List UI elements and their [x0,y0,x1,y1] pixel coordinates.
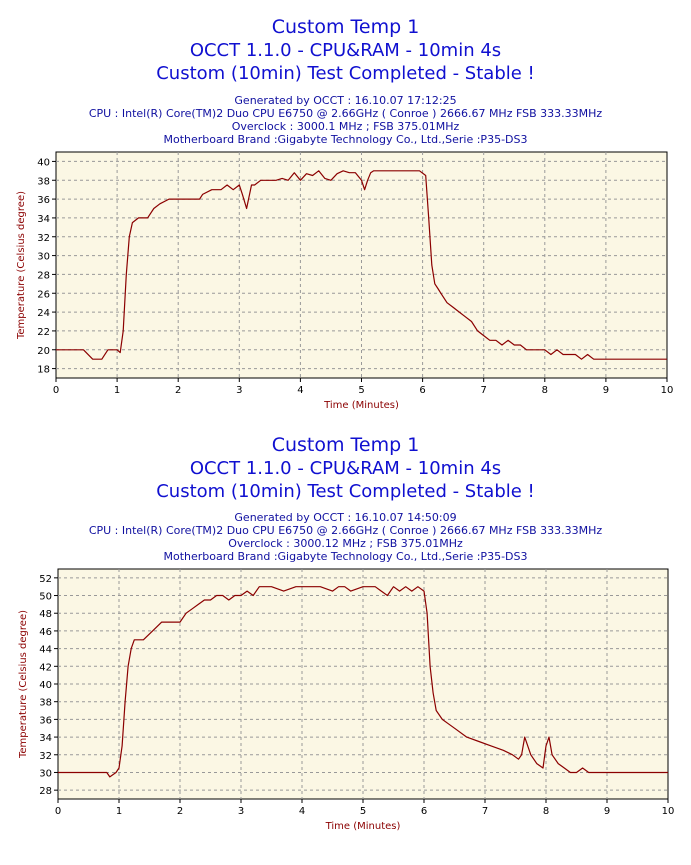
x-tick-label: 5 [358,385,364,396]
x-tick-label: 6 [421,806,427,817]
info-generated: Generated by OCCT : 16.10.07 14:50:09 [234,511,457,524]
temperature-chart-1: 0 1 2 3 4 5 6 7 8 9 10182022242628303234363840Time… [16,151,674,411]
y-tick-label: 18 [37,365,50,376]
x-axis-label: Time (Minutes) [323,400,399,411]
chart-status: Custom (10min) Test Completed - Stable ! [156,63,535,84]
info-cpu: CPU : Intel(R) Core(TM)2 Duo CPU E6750 @… [88,524,603,537]
y-tick-label: 40 [39,680,52,691]
y-tick-label: 30 [37,252,50,263]
y-tick-label: 36 [39,715,52,726]
temperature-chart-2: 0 1 2 3 4 5 6 7 8 9 1028303234363840424446485052Ti… [18,568,675,832]
x-tick-label: 5 [360,806,366,817]
y-tick-label: 34 [37,214,50,225]
y-tick-label: 24 [37,308,50,319]
info-overclock: Overclock : 3000.12 MHz ; FSB 375.01MHz [228,537,463,550]
temperature-series-line [58,586,668,778]
y-tick-label: 40 [37,157,50,168]
x-tick-label: 8 [542,385,548,396]
y-tick-label: 36 [37,195,50,206]
x-tick-label: 0 [53,385,59,396]
y-tick-label: 22 [37,327,50,338]
info-generated: Generated by OCCT : 16.10.07 17:12:25 [234,94,457,107]
info-cpu: CPU : Intel(R) Core(TM)2 Duo CPU E6750 @… [88,107,603,120]
info-motherboard: Motherboard Brand :Gigabyte Technology C… [163,550,528,563]
x-tick-label: 3 [236,385,242,396]
y-tick-label: 38 [39,698,52,709]
y-tick-label: 46 [39,627,52,638]
x-tick-label: 3 [238,806,244,817]
y-tick-label: 48 [39,609,52,620]
chart-subtitle: OCCT 1.1.0 - CPU&RAM - 10min 4s [189,40,502,61]
x-tick-label: 9 [603,385,609,396]
x-tick-label: 9 [604,806,610,817]
x-tick-label: 0 [55,806,61,817]
info-motherboard: Motherboard Brand :Gigabyte Technology C… [163,133,528,146]
y-axis-label: Temperature (Celsius degree) [18,610,29,759]
x-tick-label: 2 [175,385,181,396]
y-tick-label: 32 [37,233,50,244]
chart-status: Custom (10min) Test Completed - Stable ! [156,481,535,502]
temperature-series-line [56,170,667,360]
chart-title: Custom Temp 1 [271,434,420,456]
chart-title: Custom Temp 1 [271,16,420,38]
x-tick-label: 4 [297,385,303,396]
x-axis-label: Time (Minutes) [325,821,401,832]
y-tick-label: 20 [37,346,50,357]
y-tick-label: 28 [39,786,52,797]
x-tick-label: 8 [543,806,549,817]
info-overclock: Overclock : 3000.1 MHz ; FSB 375.01MHz [231,120,460,133]
x-tick-label: 2 [177,806,183,817]
x-tick-label: 7 [481,385,487,396]
x-tick-label: 1 [116,806,122,817]
y-axis-label: Temperature (Celsius degree) [16,191,27,340]
y-tick-label: 32 [39,751,52,762]
y-tick-label: 42 [39,662,52,673]
x-tick-label: 4 [299,806,305,817]
chart-subtitle: OCCT 1.1.0 - CPU&RAM - 10min 4s [189,458,502,479]
y-tick-label: 44 [39,645,52,656]
y-tick-label: 34 [39,733,52,744]
y-tick-label: 38 [37,176,50,187]
y-tick-label: 30 [39,768,52,779]
x-tick-label: 10 [661,385,674,396]
x-tick-label: 6 [419,385,425,396]
x-tick-label: 10 [662,806,675,817]
x-tick-label: 1 [114,385,120,396]
x-tick-label: 7 [482,806,488,817]
y-tick-label: 50 [39,592,52,603]
y-tick-label: 28 [37,270,50,281]
y-tick-label: 52 [39,574,52,585]
y-tick-label: 26 [37,289,50,300]
